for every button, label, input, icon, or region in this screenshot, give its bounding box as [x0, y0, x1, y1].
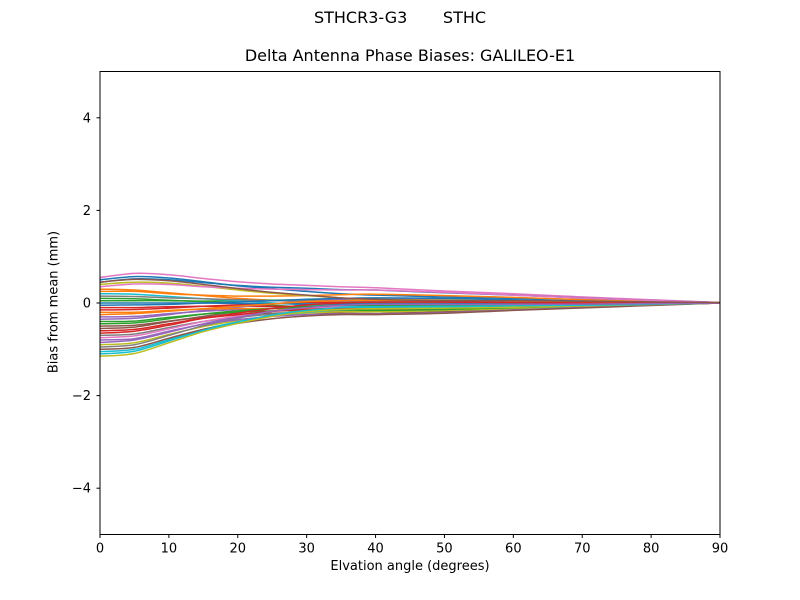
x-tick-label: 0: [96, 542, 104, 557]
x-tick-label: 10: [161, 542, 178, 557]
y-axis-label: Bias from mean (mm): [46, 230, 62, 374]
x-tick-label: 70: [574, 542, 591, 557]
axes-title: Delta Antenna Phase Biases: GALILEO-E1: [244, 46, 576, 65]
x-axis-label: Elvation angle (degrees): [330, 559, 490, 574]
y-tick-label: −2: [72, 389, 91, 404]
y-tick-label: 2: [83, 204, 91, 219]
series-line: [100, 302, 720, 357]
axes-frame: [99, 71, 721, 535]
y-tick-label: −4: [72, 482, 91, 497]
series-line: [100, 283, 720, 304]
series-line: [100, 302, 720, 346]
x-tick-label: 30: [298, 542, 315, 557]
x-tick-label: 80: [643, 542, 660, 557]
x-tick-label: 60: [505, 542, 522, 557]
series-line: [100, 278, 720, 304]
series-line: [100, 302, 720, 351]
series-line: [100, 272, 720, 304]
x-tick-label: 20: [230, 542, 247, 557]
series-line: [100, 301, 720, 334]
x-tick-label: 40: [367, 542, 384, 557]
figure-suptitle: STHCR3-G3 STHC: [313, 8, 487, 27]
y-tick-label: 0: [83, 297, 91, 312]
x-tick-label: 50: [436, 542, 453, 557]
x-tick-label: 90: [712, 542, 729, 557]
series-line: [100, 290, 720, 304]
series-line: [100, 302, 720, 355]
series-line: [100, 302, 720, 344]
y-tick-label: 4: [83, 111, 91, 126]
